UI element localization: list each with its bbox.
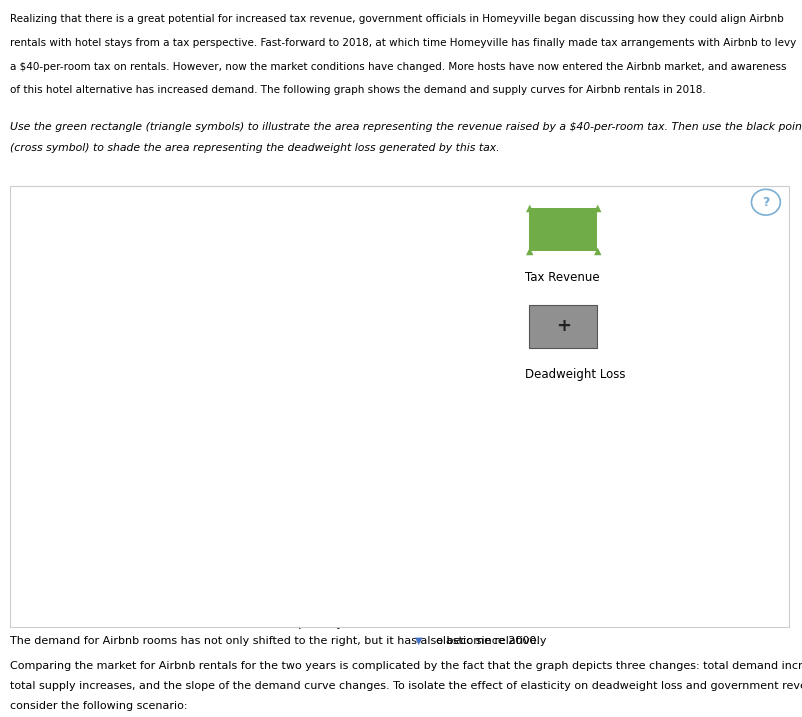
Text: Use the green rectangle (triangle symbols) to illustrate the area representing t: Use the green rectangle (triangle symbol…: [10, 122, 802, 132]
Text: a $40-per-room tax on rentals. However, now the market conditions have changed. : a $40-per-room tax on rentals. However, …: [10, 62, 786, 72]
Text: of this hotel alternative has increased demand. The following graph shows the de: of this hotel alternative has increased …: [10, 85, 706, 95]
Text: Supply$_{2018}$: Supply$_{2018}$: [290, 348, 349, 361]
Text: +: +: [556, 317, 571, 336]
Y-axis label: PRICE (Dollars per rental): PRICE (Dollars per rental): [13, 333, 26, 484]
Text: rentals with hotel stays from a tax perspective. Fast-forward to 2018, at which : rentals with hotel stays from a tax pers…: [10, 38, 796, 48]
Text: + Tax Wedge: + Tax Wedge: [64, 322, 132, 332]
Polygon shape: [60, 336, 144, 482]
Text: ▲: ▲: [593, 246, 602, 256]
Text: The demand for Airbnb rooms has not only shifted to the right, but it has also b: The demand for Airbnb rooms has not only…: [10, 636, 553, 646]
X-axis label: RENTALS (Rooms per day): RENTALS (Rooms per day): [193, 616, 348, 629]
Text: ▲: ▲: [525, 246, 533, 256]
Text: consider the following scenario:: consider the following scenario:: [10, 701, 187, 711]
Text: ?: ?: [762, 196, 770, 209]
Text: Demand$_{2018}$: Demand$_{2018}$: [71, 288, 140, 301]
Text: Deadweight Loss: Deadweight Loss: [525, 368, 626, 381]
Text: Comparing the market for Airbnb rentals for the two years is complicated by the : Comparing the market for Airbnb rentals …: [10, 661, 802, 671]
Text: ▲: ▲: [593, 203, 602, 213]
Text: Realizing that there is a great potential for increased tax revenue, government : Realizing that there is a great potentia…: [10, 14, 784, 24]
Text: Tax Revenue: Tax Revenue: [525, 271, 600, 284]
Text: elastic since 2000.: elastic since 2000.: [429, 636, 540, 646]
Text: total supply increases, and the slope of the demand curve changes. To isolate th: total supply increases, and the slope of…: [10, 681, 802, 691]
Text: ▲: ▲: [525, 203, 533, 213]
Polygon shape: [144, 336, 313, 482]
Text: ▼: ▼: [415, 636, 423, 646]
Text: (cross symbol) to shade the area representing the deadweight loss generated by t: (cross symbol) to shade the area represe…: [10, 143, 500, 153]
